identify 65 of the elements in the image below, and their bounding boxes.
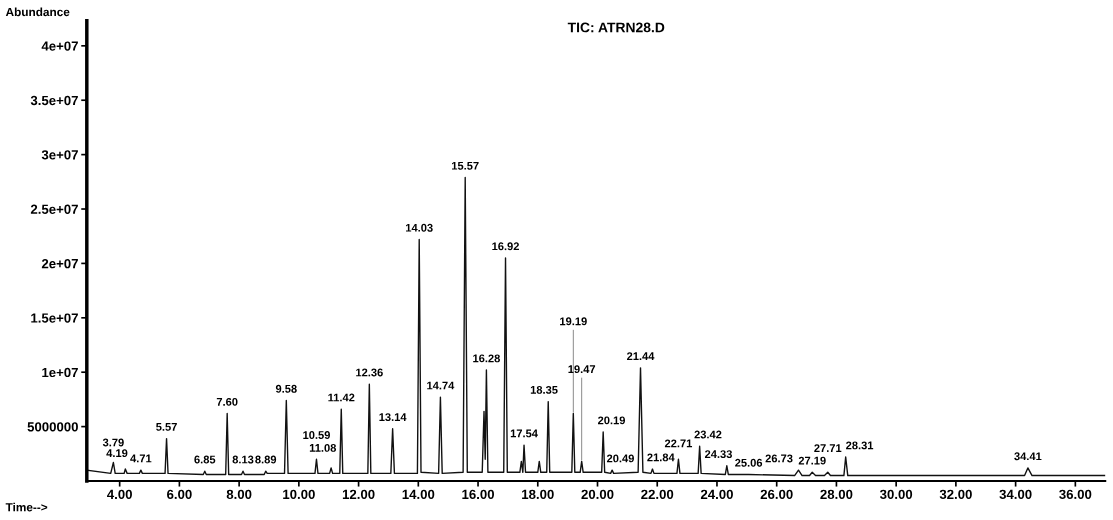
x-tick-label: 6.00 bbox=[167, 489, 192, 500]
annotation: 11.42 bbox=[328, 393, 355, 402]
annotation: 16.28 bbox=[473, 354, 500, 363]
annotation: 17.54 bbox=[510, 429, 538, 438]
annotation: 9.58 bbox=[275, 384, 297, 393]
annotation: 8.13 bbox=[232, 455, 254, 464]
annotation: 21.44 bbox=[626, 352, 655, 360]
annotation: 26.73 bbox=[765, 454, 793, 463]
annotation: 12.36 bbox=[356, 368, 383, 377]
x-tick-label: 16.00 bbox=[462, 489, 495, 500]
annotation: 19.47 bbox=[568, 365, 596, 374]
x-tick-label: 26.00 bbox=[760, 489, 793, 500]
annotation: 27.19 bbox=[798, 456, 826, 465]
annotation: 23.42 bbox=[694, 430, 722, 439]
x-tick-label: 8.00 bbox=[226, 489, 252, 500]
y-tick-label: 3.5e+07 bbox=[30, 95, 78, 106]
y-tick-label: 1.5e+07 bbox=[31, 313, 78, 323]
x-tick-label: 34.00 bbox=[999, 489, 1032, 500]
line-series bbox=[86, 176, 1106, 477]
y-tick-label: 2.5e+07 bbox=[30, 204, 78, 214]
annotation: 28.31 bbox=[846, 441, 874, 450]
annotation: 10.59 bbox=[303, 431, 330, 439]
annotation: 13.14 bbox=[379, 413, 407, 422]
annotation: 24.33 bbox=[704, 450, 732, 459]
annotation: 7.60 bbox=[216, 397, 238, 406]
y-axis-title: Abundance bbox=[5, 7, 70, 17]
annotation: 34.41 bbox=[1014, 452, 1042, 461]
annotation: 3.79 bbox=[102, 438, 124, 447]
annotation: 4.71 bbox=[130, 454, 152, 463]
annotation: 8.89 bbox=[255, 455, 277, 464]
x-tick-label: 30.00 bbox=[879, 489, 913, 500]
y-tick-label: 5000000 bbox=[27, 422, 78, 432]
annotation: 25.06 bbox=[735, 458, 763, 467]
annotation: 22.71 bbox=[664, 439, 693, 448]
x-tick-label: 14.00 bbox=[402, 489, 435, 500]
x-tick-label: 4.00 bbox=[107, 489, 132, 500]
x-tick-label: 10.00 bbox=[283, 489, 315, 500]
y-tick-label: 3e+07 bbox=[41, 150, 78, 160]
annotation: 18.35 bbox=[530, 385, 558, 394]
y-tick-label: 2e+07 bbox=[41, 258, 78, 269]
chart-title: TIC: ATRN28.D bbox=[567, 22, 665, 33]
x-tick-label: 20.00 bbox=[581, 489, 614, 500]
x-tick-label: 36.00 bbox=[1059, 489, 1092, 500]
x-tick-label: 24.00 bbox=[700, 489, 733, 500]
y-tick-label: 4e+07 bbox=[41, 41, 78, 51]
annotation: 14.74 bbox=[427, 381, 455, 390]
annotation: 15.57 bbox=[452, 161, 479, 170]
annotation: 11.08 bbox=[309, 443, 337, 452]
annotation: 16.92 bbox=[492, 242, 519, 251]
annotation: 6.85 bbox=[194, 455, 216, 464]
x-tick-label: 28.00 bbox=[820, 489, 853, 500]
annotation: 14.03 bbox=[406, 223, 433, 232]
annotation: 19.19 bbox=[560, 317, 587, 326]
x-tick-label: 32.00 bbox=[939, 489, 972, 500]
y-tick-label: 1e+07 bbox=[42, 367, 78, 378]
annotation: 20.19 bbox=[598, 416, 625, 425]
annotation: 4.19 bbox=[106, 449, 128, 458]
annotation: 20.49 bbox=[606, 454, 634, 463]
annotation: 27.71 bbox=[814, 444, 842, 452]
x-tick-label: 12.00 bbox=[342, 489, 375, 500]
x-axis-title: Time--> bbox=[5, 502, 48, 512]
annotation: 21.84 bbox=[647, 453, 675, 462]
x-tick-label: 22.00 bbox=[641, 489, 674, 500]
annotation: 5.57 bbox=[156, 423, 177, 431]
x-tick-label: 18.00 bbox=[522, 489, 554, 500]
